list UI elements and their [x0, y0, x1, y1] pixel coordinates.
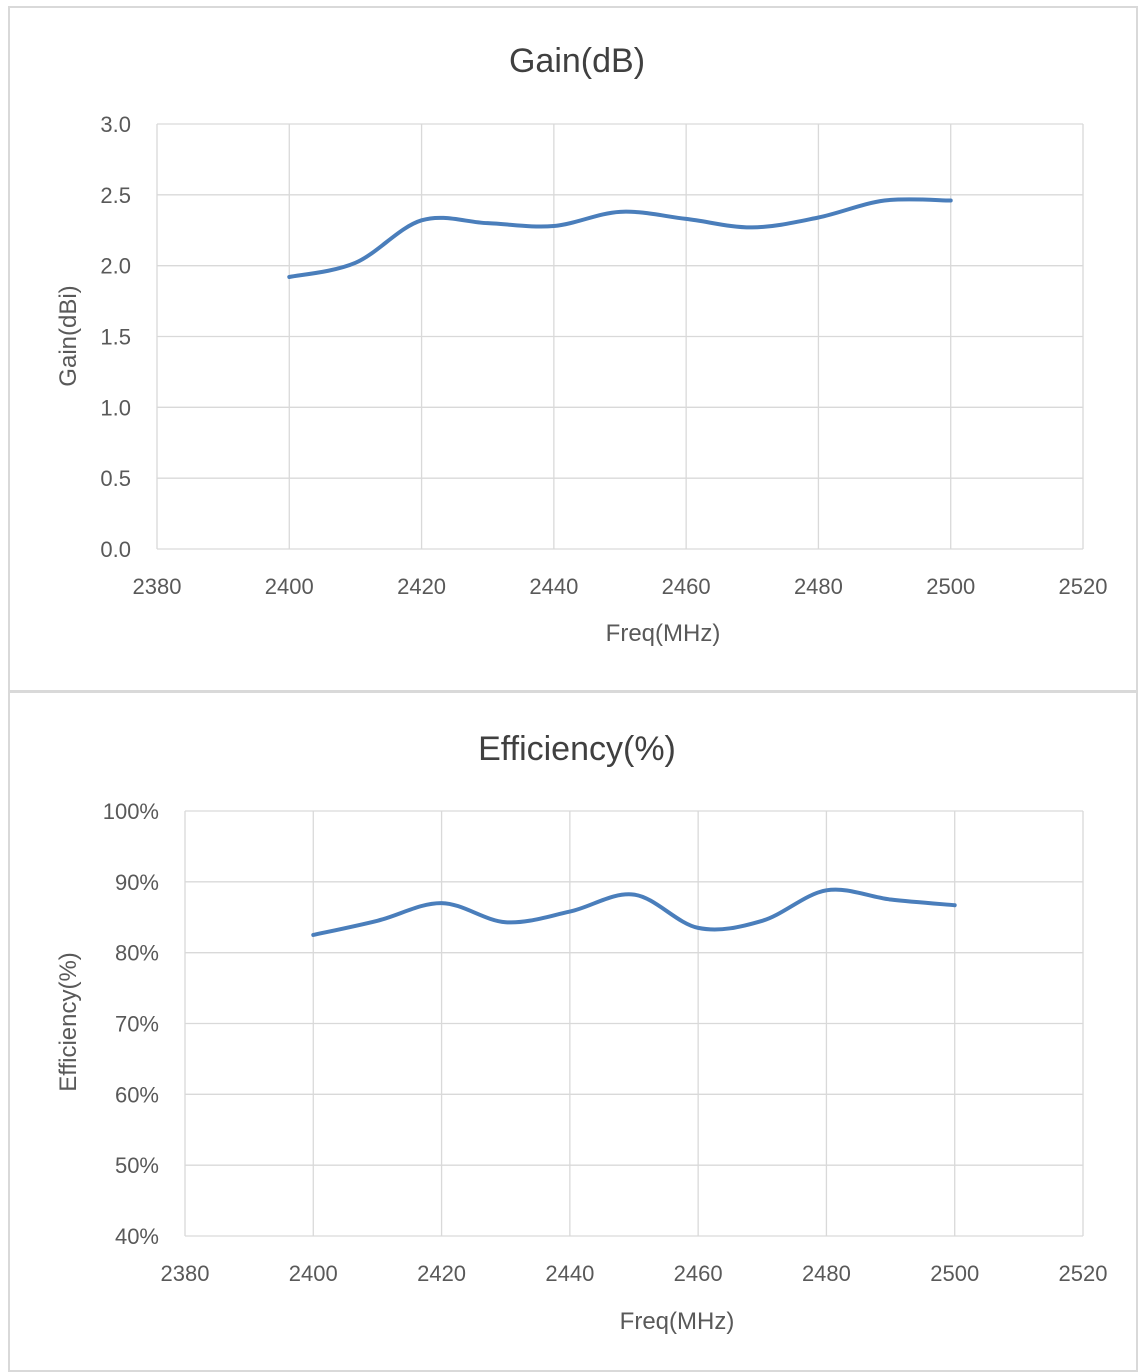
gain-x-tick-label: 2480	[794, 574, 843, 599]
gain-data-point	[420, 218, 424, 222]
efficiency-data-point	[824, 888, 828, 892]
gain-y-tick-label: 0.0	[100, 537, 131, 562]
gain-data-point	[949, 199, 953, 203]
gain-x-tick-label: 2460	[662, 574, 711, 599]
gain-y-tick-label: 0.5	[100, 466, 131, 491]
gain-y-tick-label: 1.0	[100, 395, 131, 420]
efficiency-x-tick-label: 2380	[161, 1261, 210, 1286]
efficiency-y-tick-label: 50%	[115, 1153, 159, 1178]
efficiency-y-tick-label: 90%	[115, 870, 159, 895]
efficiency-series-line	[311, 887, 957, 937]
gain-y-tick-label: 2.5	[100, 183, 131, 208]
efficiency-y-tick-label: 100%	[103, 799, 159, 824]
gain-chart-title: Gain(dB)	[509, 42, 645, 80]
gain-x-tick-label: 2380	[133, 574, 182, 599]
efficiency-x-tick-label: 2440	[545, 1261, 594, 1286]
gain-x-tick-label: 2520	[1059, 574, 1108, 599]
gain-data-point	[618, 210, 622, 214]
efficiency-data-point	[632, 893, 636, 897]
efficiency-x-tick-label: 2400	[289, 1261, 338, 1286]
gain-chart-panel	[8, 6, 1138, 690]
gain-x-tick-label: 2400	[265, 574, 314, 599]
gain-y-tick-label: 3.0	[100, 112, 131, 137]
efficiency-y-axis-title: Efficiency(%)	[55, 952, 82, 1092]
gain-data-point	[552, 224, 556, 228]
efficiency-x-tick-label: 2460	[674, 1261, 723, 1286]
gain-y-tick-label: 2.0	[100, 254, 131, 279]
efficiency-data-point	[760, 919, 764, 923]
efficiency-y-tick-label: 60%	[115, 1082, 159, 1107]
gain-data-point	[486, 221, 490, 225]
gain-x-axis-title: Freq(MHz)	[606, 620, 721, 647]
efficiency-data-point	[889, 898, 893, 902]
gain-x-tick-label: 2500	[926, 574, 975, 599]
gain-series-line	[287, 197, 953, 279]
efficiency-x-tick-label: 2420	[417, 1261, 466, 1286]
efficiency-data-point	[375, 919, 379, 923]
gain-x-tick-label: 2440	[529, 574, 578, 599]
gain-data-point	[750, 225, 754, 229]
efficiency-x-axis-title: Freq(MHz)	[620, 1308, 735, 1335]
gain-data-point	[287, 275, 291, 279]
gain-y-axis-title: Gain(dBi)	[55, 285, 82, 386]
gain-data-point	[883, 199, 887, 203]
gain-data-point	[684, 217, 688, 221]
efficiency-chart-title: Efficiency(%)	[478, 730, 676, 768]
efficiency-x-tick-label: 2500	[930, 1261, 979, 1286]
efficiency-x-tick-label: 2480	[802, 1261, 851, 1286]
efficiency-data-point	[568, 910, 572, 914]
efficiency-x-tick-label: 2520	[1059, 1261, 1108, 1286]
efficiency-data-point	[311, 933, 315, 937]
gain-data-point	[353, 261, 357, 265]
efficiency-y-tick-label: 80%	[115, 941, 159, 966]
efficiency-y-tick-label: 40%	[115, 1224, 159, 1249]
gain-x-tick-label: 2420	[397, 574, 446, 599]
efficiency-chart-panel	[8, 690, 1138, 1372]
efficiency-y-tick-label: 70%	[115, 1012, 159, 1037]
gain-y-tick-label: 1.5	[100, 325, 131, 350]
gain-data-point	[816, 216, 820, 220]
efficiency-data-point	[504, 920, 508, 924]
efficiency-data-point	[696, 926, 700, 930]
efficiency-data-point	[953, 903, 957, 907]
efficiency-data-point	[440, 901, 444, 905]
